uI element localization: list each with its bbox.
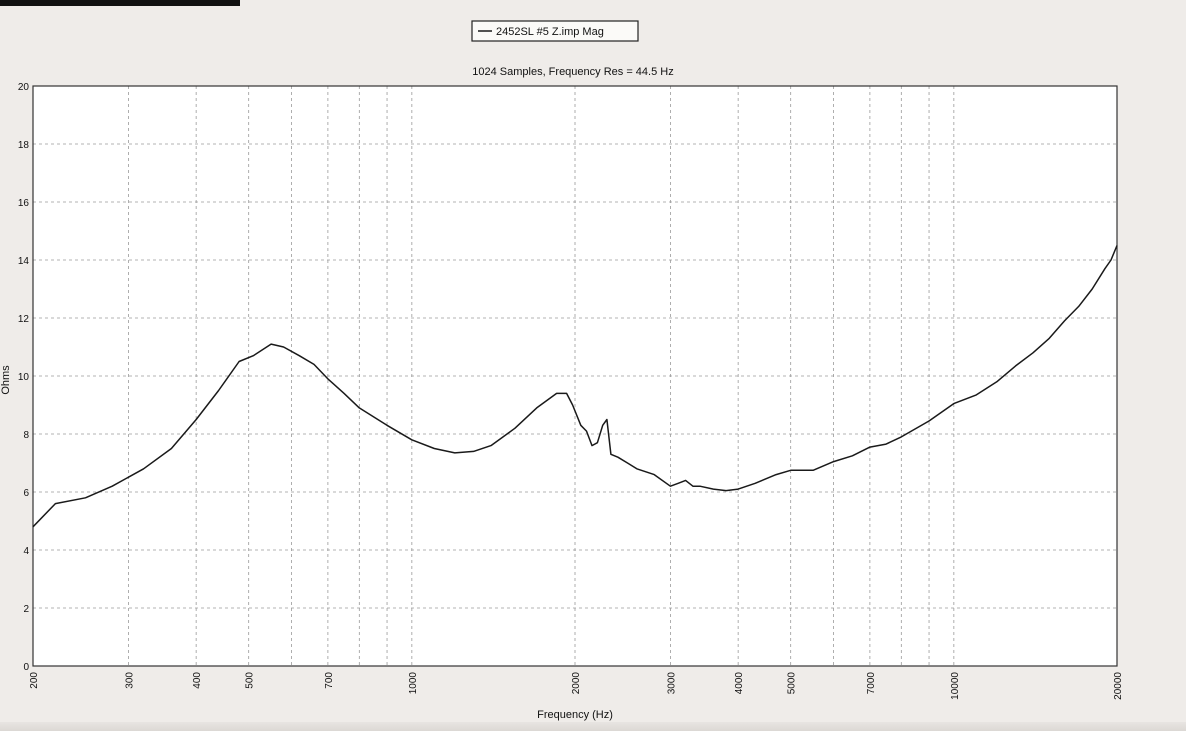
x-tick-labels: 200 300 400 500 700 1000 2000 3000 4000 5000 7000 1… [29, 672, 1124, 700]
legend-entry: 2452SL #5 Z.imp Mag [496, 26, 604, 38]
x-tick-label: 700 [324, 672, 335, 689]
grid-layer [33, 86, 1117, 666]
x-tick-label: 3000 [666, 672, 677, 695]
x-tick-label: 4000 [734, 672, 745, 695]
x-tick-label: 7000 [866, 672, 877, 695]
legend-box [471, 20, 639, 42]
y-tick-label: 20 [18, 82, 30, 93]
y-tick-label: 8 [23, 430, 29, 441]
plot-frame [32, 85, 1118, 667]
x-tick-label: 10000 [950, 672, 961, 700]
x-tick-label: 5000 [787, 672, 798, 695]
y-tick-label: 0 [23, 662, 29, 673]
legend[interactable]: 2452SL #5 Z.imp Mag [471, 20, 639, 42]
top-border-strip [0, 0, 240, 6]
series-layer [32, 245, 1118, 528]
y-tick-label: 14 [18, 256, 30, 267]
x-tick-label: 1000 [408, 672, 419, 695]
x-tick-label: 400 [192, 672, 203, 689]
x-tick-label: 2000 [571, 672, 582, 695]
y-tick-label: 2 [23, 604, 29, 615]
x-axis-title: Frequency (Hz) [537, 709, 613, 721]
chart-title: 1024 Samples, Frequency Res = 44.5 Hz [472, 66, 673, 78]
y-tick-label: 16 [18, 198, 30, 209]
y-tick-label: 18 [18, 140, 30, 151]
y-tick-label: 10 [18, 372, 30, 383]
series-line-impedance [32, 245, 1118, 528]
y-axis-title: Ohms [0, 365, 12, 395]
y-tick-label: 12 [18, 314, 30, 325]
y-tick-labels: 0 2 4 6 8 10 12 14 16 18 20 [18, 82, 30, 673]
x-tick-label: 500 [245, 672, 256, 689]
y-tick-label: 4 [23, 546, 29, 557]
x-tick-label: 200 [29, 672, 40, 689]
bottom-edge [0, 722, 1186, 731]
x-tick-label: 300 [124, 672, 135, 689]
x-tick-label: 20000 [1113, 672, 1124, 700]
y-tick-label: 6 [23, 488, 29, 499]
